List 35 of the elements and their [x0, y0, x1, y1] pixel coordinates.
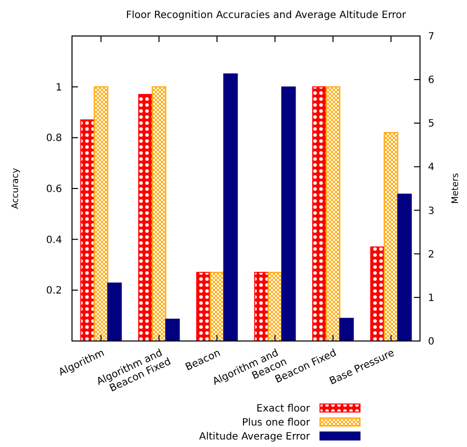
y2-tick-label: 1 — [428, 292, 434, 304]
bar — [254, 272, 269, 342]
y2-tick-label: 2 — [428, 249, 434, 260]
bar — [223, 73, 238, 342]
y2-tick-label: 6 — [428, 75, 434, 86]
y-tick-label: 0.2 — [46, 286, 62, 297]
bar — [94, 86, 108, 342]
legend-label: Altitude Average Error — [199, 432, 311, 442]
bar — [152, 86, 166, 342]
y-tick-label: 0.4 — [46, 234, 62, 246]
y2-tick-label: 3 — [428, 206, 434, 217]
y2-tick-label: 4 — [428, 162, 434, 174]
bar — [312, 86, 327, 342]
y-tick-label: 1 — [56, 82, 62, 94]
bar — [80, 119, 95, 342]
y-tick-label: 0.8 — [46, 133, 62, 144]
y2-tick-label: 0 — [428, 336, 434, 348]
bar — [326, 86, 340, 342]
legend-label: Exact floor — [256, 404, 311, 414]
bar — [339, 318, 354, 342]
bar — [107, 282, 122, 342]
bar — [268, 272, 282, 342]
y-tick-label: 0.6 — [46, 184, 62, 195]
bar — [281, 86, 296, 342]
legend-label: Plus one floor — [242, 418, 311, 428]
y2-tick-label: 5 — [428, 118, 434, 130]
bar — [210, 272, 224, 342]
chart-title: Floor Recognition Accuracies and Average Altitude Error — [126, 10, 407, 21]
bar — [165, 318, 180, 342]
y-axis-title: Accuracy — [11, 167, 21, 210]
bar — [138, 94, 153, 342]
y2-tick-label: 7 — [428, 32, 434, 42]
bar — [370, 246, 385, 342]
bar — [196, 272, 211, 342]
y2-axis-title: Meters — [451, 172, 461, 204]
